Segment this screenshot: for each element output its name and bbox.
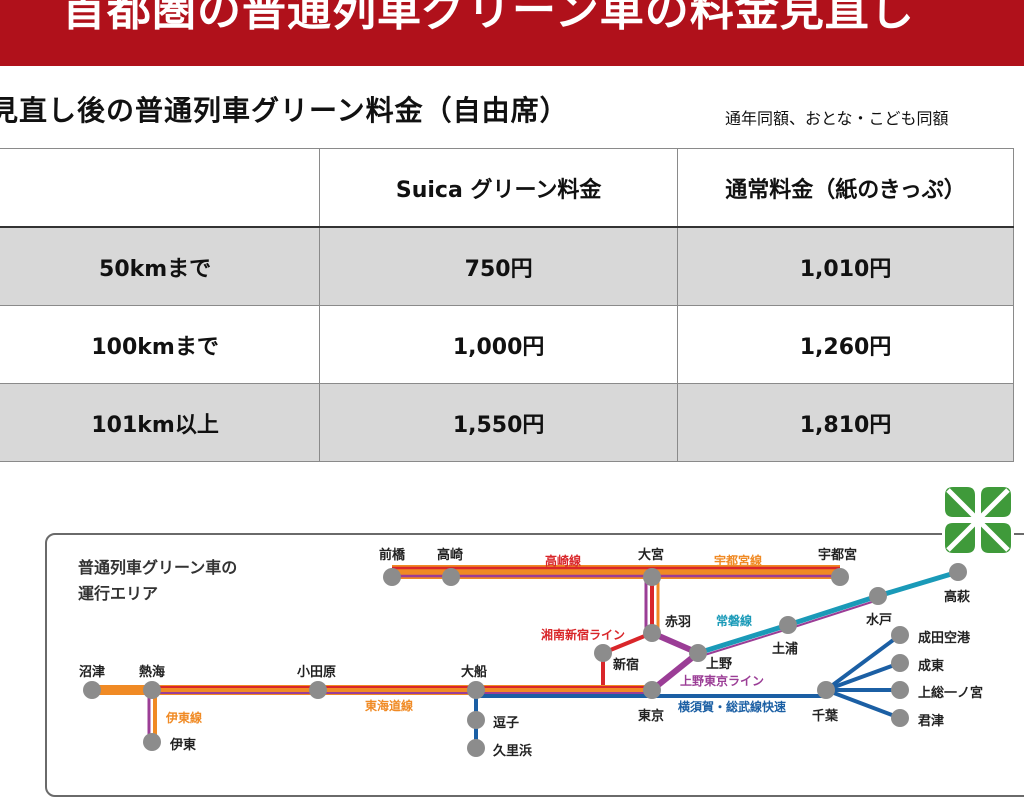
station-dot-ueno xyxy=(689,644,707,662)
fare-note: 通年同額、おとな・こども同額 xyxy=(725,109,949,128)
station-label-chiba: 千葉 xyxy=(812,709,839,724)
map-title-line2: 運行エリア xyxy=(78,584,159,603)
station-dot-chiba xyxy=(817,681,835,699)
station-dot-atami xyxy=(143,681,161,699)
station-dot-mito xyxy=(869,587,887,605)
station-label-omiya: 大宮 xyxy=(638,548,665,563)
station-dot-takahagi xyxy=(949,563,967,581)
station-dot-maebashi xyxy=(383,568,401,586)
header-suica: Suica グリーン料金 xyxy=(319,148,679,228)
station-label-numazu: 沼津 xyxy=(79,665,106,680)
station-dot-utsunomiya xyxy=(831,568,849,586)
distance-cell: 50kmまで xyxy=(0,226,321,306)
station-dots xyxy=(83,563,967,757)
station-label-kazusa-ichinomiya: 上総一ノ宮 xyxy=(918,686,984,701)
fare-table: Suica グリーン料金 通常料金（紙のきっぷ） 50kmまで 750円 1,0… xyxy=(0,148,1014,462)
station-label-takahagi: 高萩 xyxy=(944,590,971,605)
line-label-utsunomiya: 宇都宮線 xyxy=(714,554,763,568)
header-paper: 通常料金（紙のきっぷ） xyxy=(677,148,1014,228)
line-label-ito: 伊東線 xyxy=(166,711,203,725)
station-dot-tokyo xyxy=(643,681,661,699)
station-dot-shinjuku xyxy=(594,644,612,662)
station-label-shinjuku: 新宿 xyxy=(613,658,640,673)
suica-fare-cell: 1,000円 xyxy=(319,305,679,384)
route-map xyxy=(83,484,1014,757)
station-label-narita-airport: 成田空港 xyxy=(918,631,971,646)
page-title: 首都圏の普通列車グリーン車の料金見直し xyxy=(62,0,915,36)
distance-cell: 100kmまで xyxy=(0,305,321,384)
station-dot-kazusa-ichinomiya xyxy=(891,681,909,699)
station-dot-zushi xyxy=(467,711,485,729)
station-label-mito: 水戸 xyxy=(866,613,893,628)
paper-fare-cell: 1,260円 xyxy=(677,305,1014,384)
green-car-clover-logo xyxy=(942,484,1014,556)
station-label-odawara: 小田原 xyxy=(297,665,337,680)
station-dot-kimitsu xyxy=(891,709,909,727)
station-label-maebashi: 前橋 xyxy=(379,548,406,563)
station-dot-omiya xyxy=(643,568,661,586)
header-distance xyxy=(0,148,321,228)
tokaido-line xyxy=(92,685,652,695)
station-label-zushi: 逗子 xyxy=(493,716,520,731)
header-banner: 首都圏の普通列車グリーン車の料金見直し xyxy=(0,0,1024,66)
suica-fare-cell: 1,550円 xyxy=(319,383,679,462)
station-dot-tsuchiura xyxy=(779,616,797,634)
suica-fare-cell: 750円 xyxy=(319,226,679,306)
paper-fare-cell: 1,810円 xyxy=(677,383,1014,462)
line-label-joban: 常磐線 xyxy=(716,614,753,628)
section-title: 見直し後の普通列車グリーン料金（自由席） xyxy=(0,94,569,127)
station-label-ueno: 上野 xyxy=(706,657,733,672)
station-dot-numazu xyxy=(83,681,101,699)
station-dot-odawara xyxy=(309,681,327,699)
table-row: 50kmまで 750円 1,010円 xyxy=(0,226,1014,306)
station-label-kurihama: 久里浜 xyxy=(493,744,533,759)
station-label-tokyo: 東京 xyxy=(638,709,665,724)
station-label-atami: 熱海 xyxy=(139,665,166,680)
station-label-utsunomiya: 宇都宮 xyxy=(818,548,858,563)
line-label-shonan-shinjuku: 湘南新宿ライン xyxy=(541,628,626,642)
station-label-ito: 伊東 xyxy=(170,738,197,753)
paper-fare-cell: 1,010円 xyxy=(677,226,1014,306)
takasaki-utsunomiya-line xyxy=(392,565,840,579)
map-title-line1: 普通列車グリーン車の xyxy=(78,558,238,577)
yokosuka-sobu-line xyxy=(474,633,902,748)
station-label-akabane: 赤羽 xyxy=(665,615,692,630)
station-dot-naruto xyxy=(891,654,909,672)
station-label-tsuchiura: 土浦 xyxy=(772,642,799,657)
line-label-yokosuka-sobu: 横須賀・総武線快速 xyxy=(678,700,787,714)
station-label-takasaki: 高崎 xyxy=(437,548,464,563)
table-header-row: Suica グリーン料金 通常料金（紙のきっぷ） xyxy=(0,148,1014,228)
line-label-tokaido: 東海道線 xyxy=(365,699,414,713)
line-label-takasaki: 高崎線 xyxy=(545,554,582,568)
station-dot-ofuna xyxy=(467,681,485,699)
station-dot-takasaki xyxy=(442,568,460,586)
station-label-ofuna: 大船 xyxy=(461,665,488,680)
station-dot-akabane xyxy=(643,624,661,642)
ito-line xyxy=(147,690,157,742)
map-title: 普通列車グリーン車の 運行エリア xyxy=(78,555,237,607)
table-row: 101km以上 1,550円 1,810円 xyxy=(0,383,1014,462)
station-label-naruto: 成東 xyxy=(918,659,945,674)
table-row: 100kmまで 1,000円 1,260円 xyxy=(0,305,1014,384)
line-label-ueno-tokyo: 上野東京ライン xyxy=(680,674,765,688)
distance-cell: 101km以上 xyxy=(0,383,321,462)
station-dot-narita-airport xyxy=(891,626,909,644)
station-dot-kurihama xyxy=(467,739,485,757)
station-label-kimitsu: 君津 xyxy=(918,714,945,729)
station-dot-ito xyxy=(143,733,161,751)
